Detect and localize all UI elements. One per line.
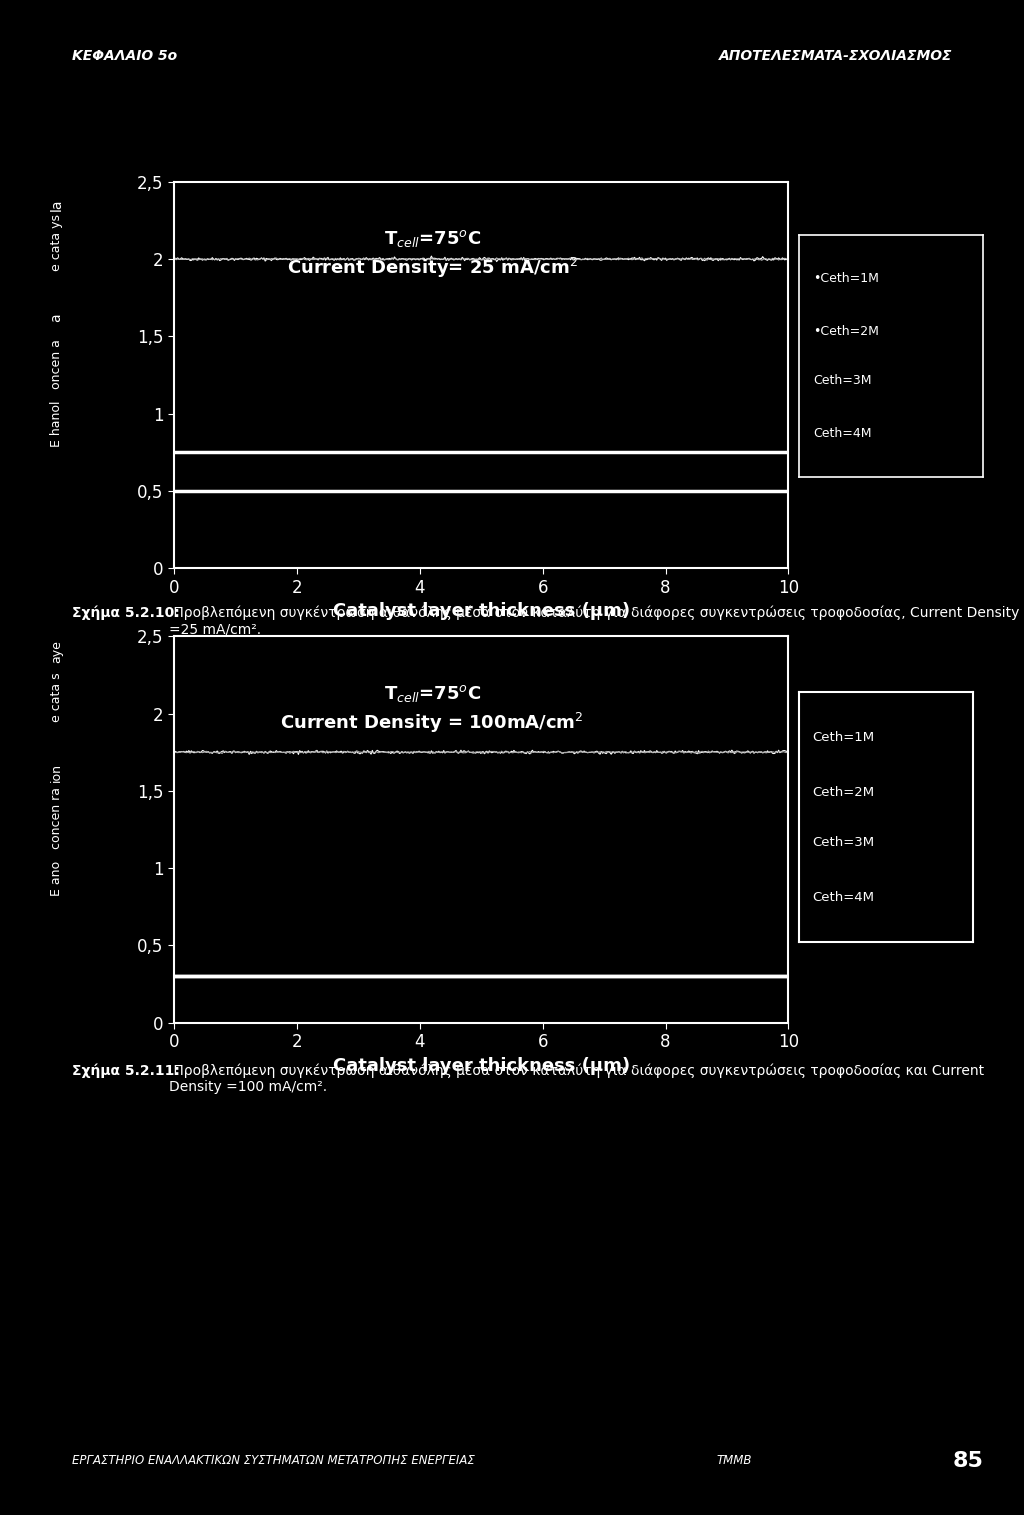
Text: oncen a: oncen a [50, 339, 62, 388]
Text: a: a [49, 314, 63, 323]
Text: E ano: E ano [50, 861, 62, 897]
Text: ion: ion [50, 764, 62, 782]
Text: aye: aye [50, 639, 62, 664]
Text: Ceth=3M: Ceth=3M [813, 836, 874, 848]
Text: concen ra: concen ra [50, 788, 62, 848]
Text: AΠOTEΛEΣMATA-ΣXOΛIAΣMOΣ: AΠOTEΛEΣMATA-ΣXOΛIAΣMOΣ [719, 48, 952, 64]
Text: la: la [49, 198, 63, 211]
Text: Προβλεπόμενη συγκέντρωση αιθανόλης μέσα στον καταλύτη για διάφορες συγκεντρώσεις: Προβλεπόμενη συγκέντρωση αιθανόλης μέσα … [169, 1064, 984, 1094]
Text: Ceth=2M: Ceth=2M [813, 786, 874, 798]
Text: Σχήμα 5.2.11:: Σχήμα 5.2.11: [72, 1064, 179, 1079]
Text: Ceth=4M: Ceth=4M [813, 427, 872, 439]
Text: TMMΒ: TMMΒ [717, 1454, 753, 1468]
Text: 85: 85 [952, 1451, 983, 1471]
Text: Ceth=1M: Ceth=1M [813, 730, 874, 744]
Text: T$_{cell}$=75$^{o}$C
Current Density= 25 mA/cm$^{2}$: T$_{cell}$=75$^{o}$C Current Density= 25… [287, 229, 578, 280]
Text: T$_{cell}$=75$^{o}$C
Current Density = 100mA/cm$^{2}$: T$_{cell}$=75$^{o}$C Current Density = 1… [281, 683, 584, 735]
Text: e cata s: e cata s [50, 673, 62, 721]
Text: Προβλεπόμενη συγκέντρωση αιθανόλης μέσα στον καταλύτη για διάφορες συγκεντρώσεις: Προβλεπόμενη συγκέντρωση αιθανόλης μέσα … [169, 606, 1019, 636]
Text: e cata ys: e cata ys [50, 214, 62, 271]
X-axis label: Catalyst layer thickness (μm): Catalyst layer thickness (μm) [333, 1056, 630, 1074]
Text: Ceth=3M: Ceth=3M [813, 374, 872, 386]
Text: KEΦAΛAIO 5ο: KEΦAΛAIO 5ο [72, 48, 177, 64]
Text: EPΓAΣTHPIO ENAΛΛAKTIKΩN ΣYΣTHMATΩN METAΤPOΠHΣ ENEPΓEIAΣ: EPΓAΣTHPIO ENAΛΛAKTIKΩN ΣYΣTHMATΩN METAΤ… [72, 1454, 474, 1468]
Text: Ceth=4M: Ceth=4M [813, 891, 874, 904]
X-axis label: Catalyst layer thickness (μm): Catalyst layer thickness (μm) [333, 601, 630, 620]
Text: Σχήμα 5.2.10:: Σχήμα 5.2.10: [72, 606, 179, 621]
Text: •Ceth=1M: •Ceth=1M [813, 273, 880, 285]
Text: •Ceth=2M: •Ceth=2M [813, 326, 880, 338]
Text: E hanol: E hanol [50, 401, 62, 447]
